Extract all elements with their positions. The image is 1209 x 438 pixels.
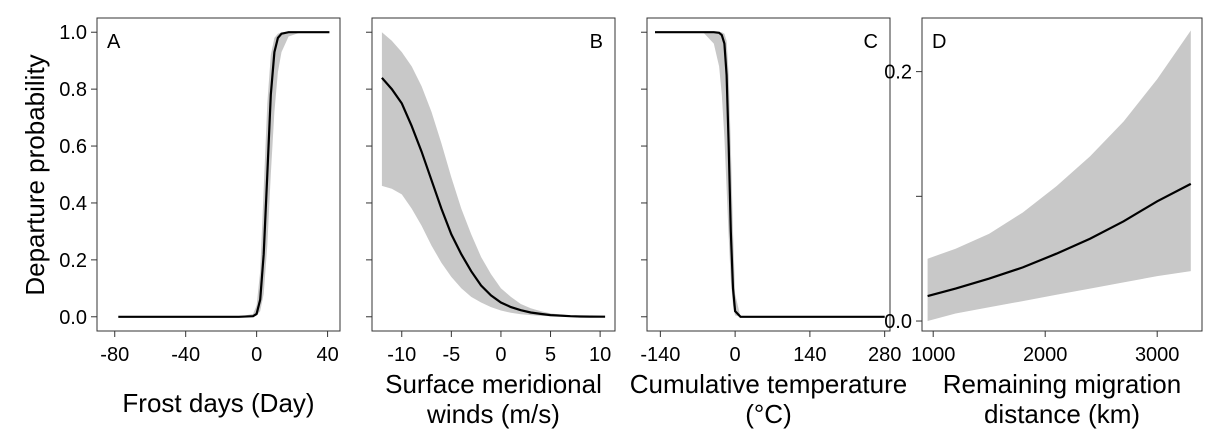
x-tick-label: 0 — [730, 344, 741, 366]
x-axis-label: Frost days (Day) — [122, 388, 314, 418]
x-tick-label: 2000 — [1023, 344, 1068, 366]
y-tick-label: 1.0 — [59, 22, 87, 44]
x-axis-label: Surface meridional — [385, 369, 602, 399]
x-tick-label: 0 — [495, 344, 506, 366]
panel-letter: C — [864, 31, 878, 53]
panel-c: -140 0 140 280 C Cumulative temperature(°C) — [630, 17, 907, 429]
x-tick-label: 40 — [316, 344, 338, 366]
x-tick-label: 3000 — [1135, 344, 1180, 366]
x-tick-label: 10 — [589, 344, 611, 366]
y-tick-label: 0.4 — [59, 193, 87, 215]
plot-frame — [646, 17, 891, 332]
x-tick-label: 0 — [251, 344, 262, 366]
panel-d: 1000 2000 3000 0.0 0.2 D Remaining migrationdi… — [884, 17, 1203, 429]
x-axis-label: Cumulative temperature — [630, 369, 907, 399]
probability-curve — [655, 31, 885, 318]
y-tick-label: 0.6 — [59, 136, 87, 158]
panel-a: -80 -40 0 40 0.0 0.2 0.4 0.6 0.8 1.0 A Frost days (… — [59, 17, 341, 418]
confidence-band — [381, 32, 606, 317]
y-tick-label: 0.0 — [59, 307, 87, 329]
panel-letter: D — [932, 31, 946, 53]
plot-frame — [96, 17, 341, 332]
x-tick-label: -80 — [100, 344, 129, 366]
x-tick-label: 140 — [793, 344, 826, 366]
x-tick-label: -140 — [640, 344, 680, 366]
x-tick-label: 1000 — [911, 344, 956, 366]
x-tick-label: 280 — [868, 344, 901, 366]
x-axis-label: distance (km) — [984, 399, 1140, 429]
probability-curve — [927, 182, 1192, 298]
x-axis-label: Remaining migration — [943, 369, 1181, 399]
confidence-band — [927, 30, 1191, 321]
panels: -80 -40 0 40 0.0 0.2 0.4 0.6 0.8 1.0 A Frost days (… — [59, 17, 1203, 429]
panel-letter: A — [107, 31, 121, 53]
x-tick-label: -40 — [171, 344, 200, 366]
probability-curve — [381, 77, 606, 318]
x-tick-label: -10 — [387, 344, 416, 366]
y-tick-label: 0.8 — [59, 79, 87, 101]
y-axis-label: Departure probability — [20, 54, 50, 295]
x-axis-label: winds (m/s) — [426, 399, 560, 429]
y-tick-label: 0.2 — [884, 62, 912, 84]
x-tick-label: 5 — [545, 344, 556, 366]
y-tick-label: 0.2 — [59, 250, 87, 272]
x-tick-label: -5 — [442, 344, 460, 366]
probability-curve — [118, 31, 330, 318]
panel-letter: B — [590, 31, 603, 53]
x-axis-label: (°C) — [745, 399, 792, 429]
y-tick-label: 0.0 — [884, 311, 912, 333]
